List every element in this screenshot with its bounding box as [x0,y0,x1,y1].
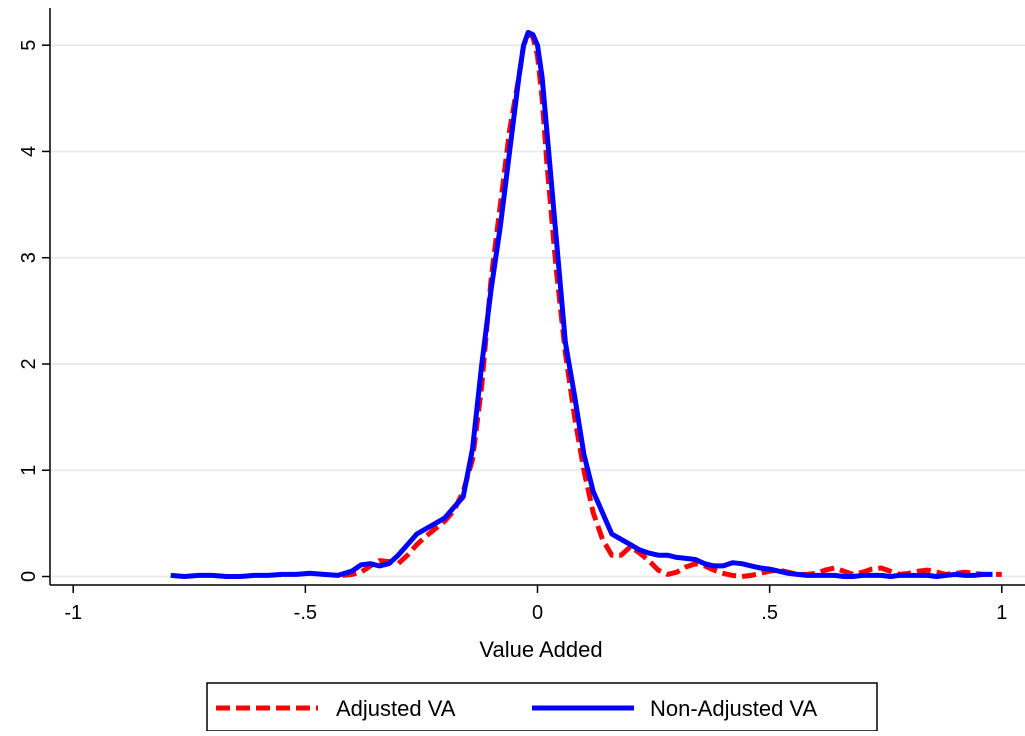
y-tick-label-0: 0 [18,571,40,582]
x-tick-label-4: 1 [996,602,1007,624]
y-tick-label-3: 3 [18,252,40,263]
y-tick-label-1: 1 [18,465,40,476]
axes: 0 1 2 3 4 5 -1 -.5 0 .5 1 [18,8,1025,624]
legend-label-adjusted: Adjusted VA [336,696,456,721]
legend: Adjusted VA Non-Adjusted VA [206,682,878,732]
y-tick-label-2: 2 [18,358,40,369]
legend-label-non-adjusted: Non-Adjusted VA [650,696,817,721]
x-tick-label-2: 0 [532,602,543,624]
x-tick-label-3: .5 [761,602,778,624]
x-tick-label-1: -.5 [294,602,317,624]
x-tick-label-0: -1 [64,602,82,624]
series-line-1 [170,29,993,579]
x-axis-title: Value Added [479,637,602,662]
y-tick-label-5: 5 [18,40,40,51]
y-tick-label-4: 4 [18,146,40,157]
series-lines [170,29,1002,579]
